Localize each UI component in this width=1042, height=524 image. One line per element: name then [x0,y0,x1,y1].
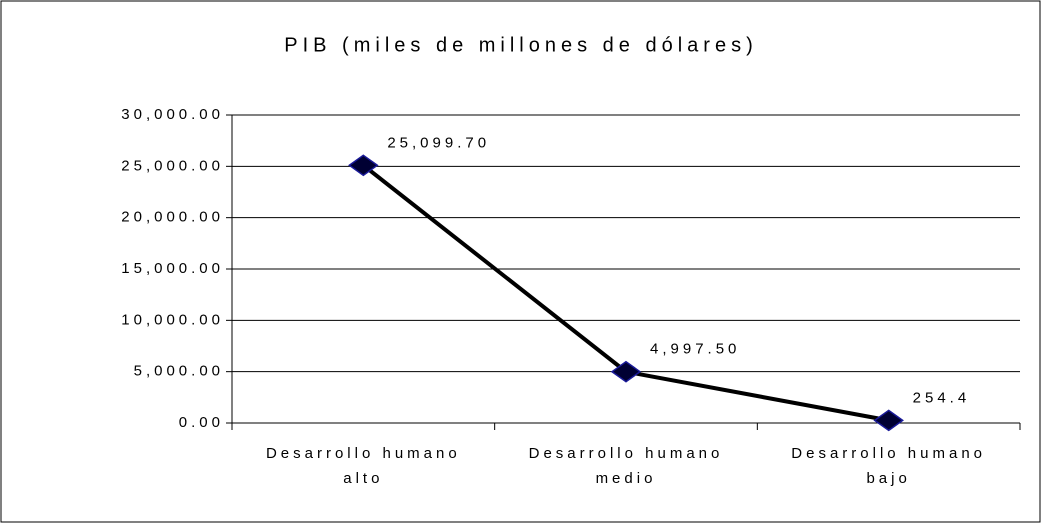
y-tick-label: 30,000.00 [121,106,224,123]
y-tick-label: 5,000.00 [134,363,224,380]
marker [348,154,379,177]
y-tick-label: 20,000.00 [121,209,224,226]
y-tick-label: 15,000.00 [121,260,224,277]
x-tick-label: Desarrollo humano medio [528,445,724,487]
value-label: 4,997.50 [650,341,740,358]
marker [610,360,642,383]
y-tick-label: 25,000.00 [121,157,224,174]
marker [873,409,904,432]
value-label: 254.4 [913,389,971,406]
x-tick-label: Desarrollo humano alto [265,445,461,487]
y-tick-label: 10,000.00 [121,311,224,328]
chart-title: PIB (miles de millones de dólares) [284,34,757,56]
x-tick-label: Desarrollo humano bajo [791,445,987,487]
value-label: 25,099.70 [387,134,490,151]
y-tick-label: 0.00 [179,414,224,431]
